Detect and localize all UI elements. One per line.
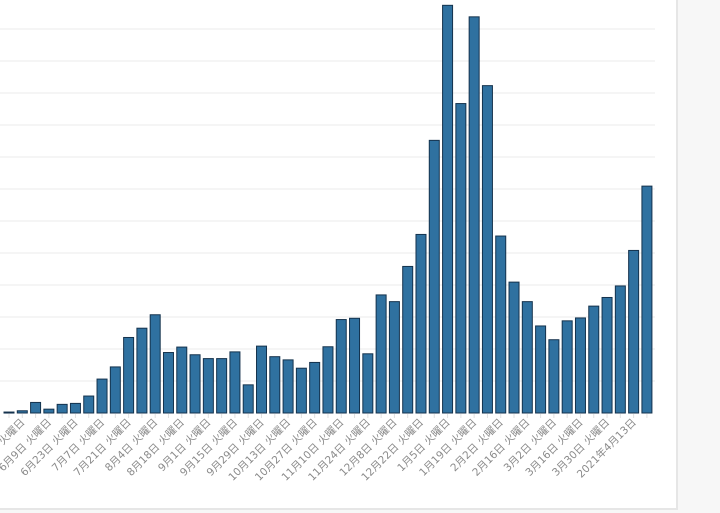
bar[interactable] xyxy=(3,411,15,414)
bar[interactable] xyxy=(481,85,493,414)
bar[interactable] xyxy=(56,403,68,414)
bar[interactable] xyxy=(69,402,81,414)
bar[interactable] xyxy=(269,356,281,414)
bar[interactable] xyxy=(295,367,307,414)
bar[interactable] xyxy=(309,361,321,414)
bar[interactable] xyxy=(362,353,374,414)
bar[interactable] xyxy=(202,358,214,414)
bar[interactable] xyxy=(521,301,533,414)
bar[interactable] xyxy=(388,301,400,414)
bar[interactable] xyxy=(136,327,148,414)
bar[interactable] xyxy=(162,352,174,414)
bar[interactable] xyxy=(16,410,28,414)
bar[interactable] xyxy=(455,103,467,414)
bar[interactable] xyxy=(375,294,387,414)
bar[interactable] xyxy=(468,16,480,414)
bar[interactable] xyxy=(495,235,507,414)
bars xyxy=(3,4,653,414)
bar[interactable] xyxy=(548,339,560,414)
bar[interactable] xyxy=(322,346,334,414)
gridlines xyxy=(0,28,655,382)
bar[interactable] xyxy=(614,285,626,414)
bar[interactable] xyxy=(149,314,161,414)
bar[interactable] xyxy=(415,233,427,414)
bar[interactable] xyxy=(561,320,573,414)
bar[interactable] xyxy=(282,359,294,414)
bar[interactable] xyxy=(30,401,42,414)
bar[interactable] xyxy=(189,354,201,414)
chart-panel xyxy=(0,0,678,510)
bar[interactable] xyxy=(256,345,268,414)
bar[interactable] xyxy=(628,249,640,414)
bar[interactable] xyxy=(574,317,586,414)
bar[interactable] xyxy=(535,325,547,414)
bar[interactable] xyxy=(96,378,108,414)
bar[interactable] xyxy=(123,336,135,414)
bar[interactable] xyxy=(176,346,188,414)
bar[interactable] xyxy=(508,281,520,414)
bar[interactable] xyxy=(109,366,121,414)
bar[interactable] xyxy=(335,319,347,414)
bar[interactable] xyxy=(442,4,454,414)
bar[interactable] xyxy=(349,317,361,414)
x-axis-ticks xyxy=(8,414,648,418)
bar[interactable] xyxy=(402,265,414,414)
bar[interactable] xyxy=(641,185,653,414)
bar[interactable] xyxy=(242,384,254,414)
bar[interactable] xyxy=(588,305,600,414)
bar[interactable] xyxy=(43,408,55,414)
bar[interactable] xyxy=(229,351,241,414)
bar[interactable] xyxy=(83,395,95,414)
bar[interactable] xyxy=(601,296,613,414)
bar[interactable] xyxy=(216,358,228,414)
bar[interactable] xyxy=(428,139,440,414)
